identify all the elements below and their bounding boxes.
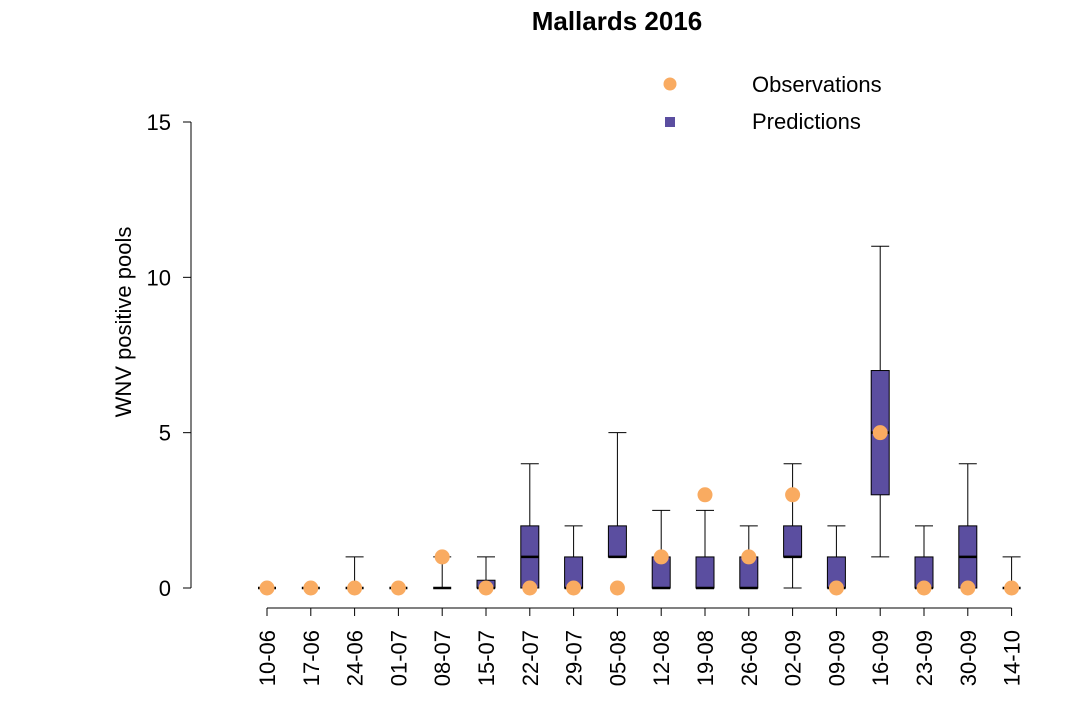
- legend-predictions-marker: [665, 117, 675, 127]
- observation-point-16-09: [872, 425, 888, 441]
- observation-point-10-06: [259, 580, 275, 596]
- x-tick-label: 09-09: [824, 630, 849, 686]
- x-tick-label: 01-07: [386, 630, 411, 686]
- prediction-box-30-09: [958, 463, 978, 589]
- observation-point-24-06: [347, 580, 363, 596]
- x-axis: 10-06 17-06 24-06 01-07 08-07 15-07 22-07 29-07…: [255, 607, 1025, 686]
- observation-point-05-08: [609, 580, 625, 596]
- iqr-box: [607, 525, 627, 558]
- x-tick-label: 22-07: [518, 630, 543, 686]
- y-axis-label: WNV positive pools: [111, 227, 136, 418]
- observation-point-19-08: [697, 487, 713, 503]
- legend-observations-marker: [663, 77, 677, 91]
- prediction-box-05-08: [607, 432, 627, 559]
- observation-points: [259, 425, 1020, 596]
- legend: Observations Predictions: [663, 72, 882, 134]
- y-tick-label: 10: [147, 265, 171, 290]
- observation-point-22-07: [522, 580, 538, 596]
- y-tick-label: 0: [159, 576, 171, 601]
- x-tick-label: 02-09: [781, 630, 806, 686]
- y-tick-label: 5: [159, 421, 171, 446]
- x-tick-label: 12-08: [649, 630, 674, 686]
- x-tick-label: 24-06: [343, 630, 368, 686]
- x-tick-label: 19-08: [693, 630, 718, 686]
- x-tick-label: 29-07: [562, 630, 587, 686]
- iqr-box: [695, 556, 715, 589]
- observation-point-02-09: [785, 487, 801, 503]
- observation-point-14-10: [1004, 580, 1020, 596]
- observation-point-26-08: [741, 549, 757, 565]
- x-tick-label: 30-09: [956, 630, 981, 686]
- observation-point-12-08: [653, 549, 669, 565]
- prediction-box-02-09: [783, 463, 803, 589]
- prediction-box-09-09: [826, 525, 846, 590]
- legend-observations-label: Observations: [752, 72, 882, 97]
- x-tick-label: 08-07: [430, 630, 455, 686]
- prediction-box-19-08: [695, 509, 715, 590]
- x-tick-label: 16-09: [868, 630, 893, 686]
- legend-predictions-label: Predictions: [752, 109, 861, 134]
- x-tick-label: 23-09: [912, 630, 937, 686]
- x-tick-label: 15-07: [474, 630, 499, 686]
- x-tick-label: 05-08: [605, 630, 630, 686]
- chart-title: Mallards 2016: [532, 6, 703, 36]
- observation-point-09-09: [828, 580, 844, 596]
- x-tick-label: 26-08: [737, 630, 762, 686]
- y-tick-label: 15: [147, 110, 171, 135]
- prediction-box-12-08: [651, 509, 671, 590]
- prediction-box-22-07: [520, 463, 540, 589]
- prediction-box-29-07: [564, 525, 584, 590]
- x-tick-label: 17-06: [299, 630, 324, 686]
- prediction-box-16-09: [870, 245, 890, 558]
- observation-point-17-06: [303, 580, 319, 596]
- observation-point-29-07: [566, 580, 582, 596]
- prediction-box-23-09: [914, 525, 934, 590]
- observation-point-30-09: [960, 580, 976, 596]
- observation-point-08-07: [434, 549, 450, 565]
- observation-point-23-09: [916, 580, 932, 596]
- observation-point-01-07: [390, 580, 406, 596]
- prediction-boxes: [258, 245, 1021, 590]
- observation-point-15-07: [478, 580, 494, 596]
- y-axis: 0 5 10 15: [147, 110, 192, 601]
- x-tick-label: 10-06: [255, 630, 280, 686]
- x-tick-label: 14-10: [1000, 630, 1025, 686]
- iqr-box: [783, 525, 803, 558]
